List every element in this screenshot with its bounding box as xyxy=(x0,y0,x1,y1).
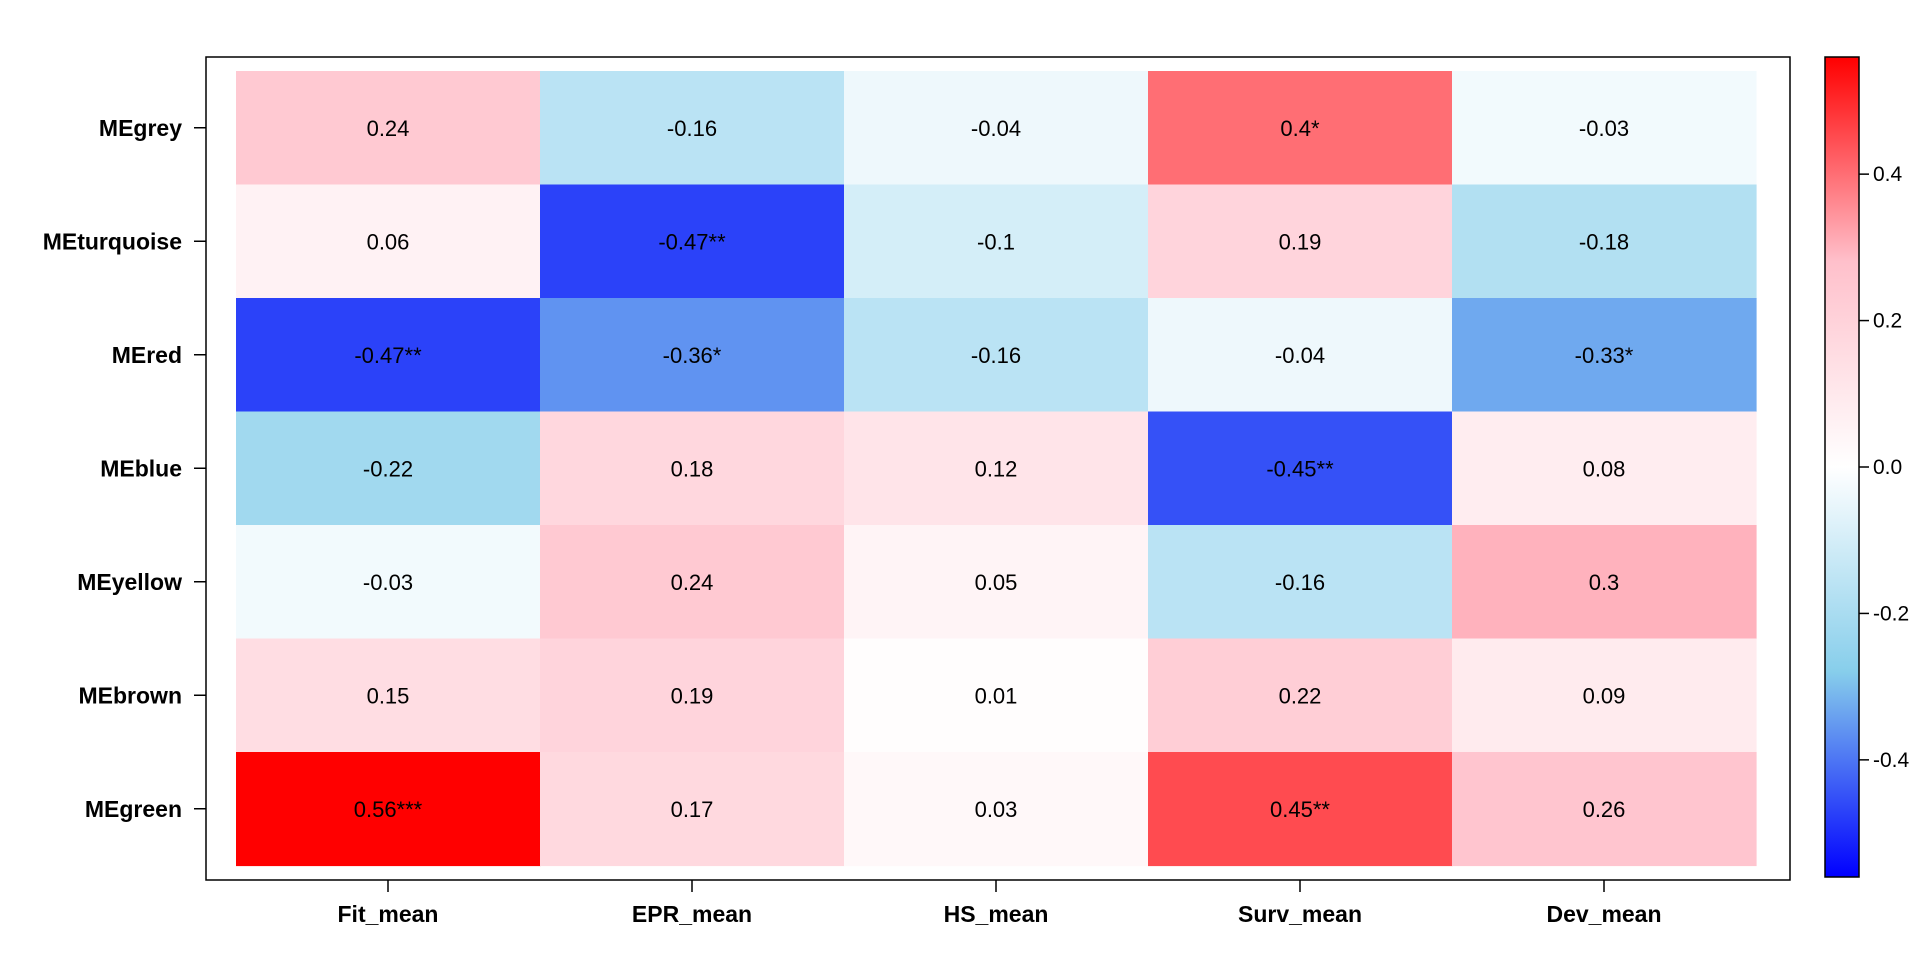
row-label: MEyellow xyxy=(77,569,182,595)
heatmap-cell xyxy=(1452,184,1757,299)
cell-value-label: 0.56*** xyxy=(354,797,423,822)
cell-value-label: 0.26 xyxy=(1583,797,1626,822)
cell-value-label: 0.3 xyxy=(1589,570,1620,595)
colorbar-gradient xyxy=(1824,56,1860,878)
cell-value-label: 0.08 xyxy=(1583,456,1626,481)
heatmap-cell xyxy=(236,525,541,640)
cell-value-label: 0.17 xyxy=(671,797,714,822)
heatmap-cell xyxy=(844,752,1149,867)
cell-value-label: 0.4* xyxy=(1280,116,1320,141)
column-label: Surv_mean xyxy=(1238,901,1362,927)
heatmap-cell xyxy=(1148,71,1453,186)
heatmap-cell xyxy=(236,411,541,526)
heatmap-cell xyxy=(844,71,1149,186)
cell-value-label: -0.16 xyxy=(1275,570,1325,595)
heatmap-cell xyxy=(540,752,845,867)
cell-value-label: 0.15 xyxy=(367,683,410,708)
cell-value-label: -0.22 xyxy=(363,456,413,481)
heatmap-cell xyxy=(1452,411,1757,526)
colorbar-tick-label: -0.2 xyxy=(1873,602,1909,625)
cell-value-label: -0.18 xyxy=(1579,229,1629,254)
cell-value-label: -0.16 xyxy=(971,343,1021,368)
heatmap-cell xyxy=(844,411,1149,526)
colorbar-tick-label: -0.4 xyxy=(1873,749,1910,772)
column-label: Fit_mean xyxy=(338,901,439,927)
cell-value-label: -0.45** xyxy=(1266,456,1334,481)
cell-value-label: 0.45** xyxy=(1270,797,1330,822)
row-label: MEbrown xyxy=(79,682,183,708)
heatmap-cell xyxy=(540,184,845,299)
row-label: MEblue xyxy=(100,455,182,481)
heatmap-cell xyxy=(540,298,845,413)
heatmap-cell xyxy=(1148,298,1453,413)
cell-value-label: -0.03 xyxy=(1579,116,1629,141)
cell-value-label: -0.47** xyxy=(354,343,422,368)
cell-value-label: 0.18 xyxy=(671,456,714,481)
cell-value-label: -0.04 xyxy=(1275,343,1325,368)
cell-value-label: 0.12 xyxy=(975,456,1018,481)
heatmap-cell xyxy=(540,638,845,753)
colorbar-tick-label: 0.2 xyxy=(1873,310,1902,333)
cell-value-label: 0.01 xyxy=(975,683,1018,708)
heatmap-cell xyxy=(1452,298,1757,413)
cell-labels: 0.24 -0.16 -0.04 0.4* -0.03 0.06 -0.47** -0.1 0.… xyxy=(354,116,1634,822)
heatmap-cell xyxy=(236,638,541,753)
heatmap-cell xyxy=(236,298,541,413)
cell-value-label: 0.06 xyxy=(367,229,410,254)
colorbar-tick-label: 0.0 xyxy=(1873,456,1902,479)
heatmap-cell xyxy=(1452,71,1757,186)
cell-value-label: -0.16 xyxy=(667,116,717,141)
cell-value-label: -0.36* xyxy=(663,343,722,368)
column-axis: Fit_mean EPR_mean HS_mean Surv_mean Dev_mean xyxy=(338,880,1662,927)
row-label: MEturquoise xyxy=(43,228,182,254)
heatmap-cell xyxy=(844,184,1149,299)
heatmap-cell xyxy=(1148,184,1453,299)
column-label: Dev_mean xyxy=(1546,901,1661,927)
row-label: MEgrey xyxy=(99,115,182,141)
heatmap-cell xyxy=(236,184,541,299)
cell-value-label: 0.19 xyxy=(1279,229,1322,254)
heatmap-cell xyxy=(1452,525,1757,640)
heatmap-cell xyxy=(540,411,845,526)
cell-value-label: -0.1 xyxy=(977,229,1015,254)
cell-value-label: 0.24 xyxy=(671,570,714,595)
heatmap-cell xyxy=(1148,525,1453,640)
heatmap-cell xyxy=(1148,752,1453,867)
colorbar-tick-label: 0.4 xyxy=(1873,163,1903,186)
cell-value-label: -0.03 xyxy=(363,570,413,595)
heatmap-cell xyxy=(844,638,1149,753)
heatmap-cell xyxy=(1452,638,1757,753)
heatmap-cell xyxy=(540,71,845,186)
colorbar: -0.4 -0.2 0.0 0.2 0.4 xyxy=(1824,56,1910,878)
heatmap-cell xyxy=(1148,411,1453,526)
cell-value-label: 0.03 xyxy=(975,797,1018,822)
cell-value-label: -0.33* xyxy=(1575,343,1634,368)
cell-value-label: 0.22 xyxy=(1279,683,1322,708)
row-label: MEred xyxy=(112,342,182,368)
column-label: EPR_mean xyxy=(632,901,752,927)
heatmap-cell xyxy=(1452,752,1757,867)
cell-value-label: 0.05 xyxy=(975,570,1018,595)
heatmap-cell xyxy=(1148,638,1453,753)
column-label: HS_mean xyxy=(944,901,1049,927)
cell-value-label: 0.09 xyxy=(1583,683,1626,708)
heatmap-cell xyxy=(236,752,541,867)
heatmap-cell xyxy=(540,525,845,640)
cell-value-label: 0.19 xyxy=(671,683,714,708)
row-axis: MEgrey MEturquoise MEred MEblue MEyellow MEbr… xyxy=(43,115,206,822)
row-label: MEgreen xyxy=(85,796,182,822)
cell-value-label: 0.24 xyxy=(367,116,410,141)
heatmap-cell xyxy=(844,298,1149,413)
heatmap-cell xyxy=(844,525,1149,640)
heatmap-cells xyxy=(236,71,1757,867)
heatmap-cell xyxy=(236,71,541,186)
cell-value-label: -0.47** xyxy=(658,229,726,254)
cell-value-label: -0.04 xyxy=(971,116,1021,141)
